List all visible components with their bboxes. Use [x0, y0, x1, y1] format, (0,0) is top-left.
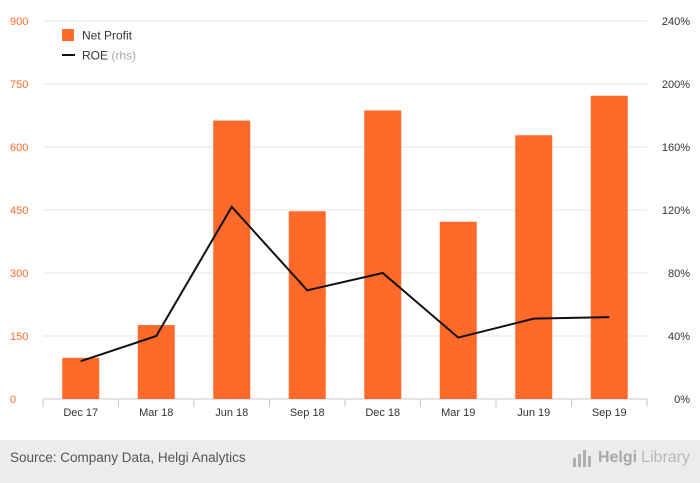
y-right-tick-label: 80%: [668, 268, 690, 280]
brand-library: Library: [641, 449, 690, 466]
chart-svg: 0 150 300 450 600 750 900 0% 40% 80% 120% 160% 200% 2…: [10, 16, 690, 419]
legend-swatch-net-profit: [62, 29, 74, 41]
x-tick-label: Dec 18: [365, 407, 400, 419]
bar: [137, 325, 175, 399]
source-note: Source: Company Data, Helgi Analytics: [10, 450, 246, 465]
y-left-tick-label: 900: [10, 16, 28, 28]
y-right-tick-label: 240%: [662, 16, 690, 28]
y-left-tick-label: 450: [10, 205, 28, 217]
y-right-tick-label: 40%: [668, 331, 690, 343]
bar: [439, 221, 477, 399]
legend-label-net-profit: Net Profit: [82, 29, 133, 43]
x-tick-label: Mar 19: [441, 407, 475, 419]
bar: [213, 120, 251, 399]
brand-logo: Helgi Library: [572, 448, 690, 468]
chart-area: 0 150 300 450 600 750 900 0% 40% 80% 120% 160% 200% 2…: [10, 16, 690, 419]
y-right-tick-label: 120%: [662, 205, 690, 217]
x-tick-label: Sep 19: [592, 407, 627, 419]
y-left-tick-label: 150: [10, 331, 28, 343]
bar: [590, 95, 628, 399]
x-tick-label: Sep 18: [290, 407, 325, 419]
bar: [288, 211, 326, 399]
y-left-tick-label: 0: [10, 394, 16, 406]
y-left-tick-label: 750: [10, 79, 28, 91]
x-tick-label: Jun 18: [215, 407, 248, 419]
footer: Source: Company Data, Helgi Analytics He…: [0, 440, 700, 483]
legend-label-roe-suffix: (rhs): [111, 49, 136, 63]
bar: [515, 135, 553, 400]
x-tick-label: Jun 19: [517, 407, 550, 419]
legend-label-roe: ROE (rhs): [82, 49, 136, 63]
y-right-tick-label: 160%: [662, 142, 690, 154]
x-tick-label: Dec 17: [63, 407, 98, 419]
y-left-tick-label: 600: [10, 142, 28, 154]
x-tick-label: Mar 18: [139, 407, 173, 419]
y-right-tick-label: 0%: [674, 394, 690, 406]
bar: [364, 110, 402, 400]
bar: [62, 357, 100, 399]
bar-chart-icon: [572, 450, 591, 467]
brand-helgi: Helgi: [597, 449, 638, 466]
y-right-tick-label: 200%: [662, 79, 690, 91]
y-left-tick-label: 300: [10, 268, 28, 280]
roe-line: [80, 205, 610, 363]
